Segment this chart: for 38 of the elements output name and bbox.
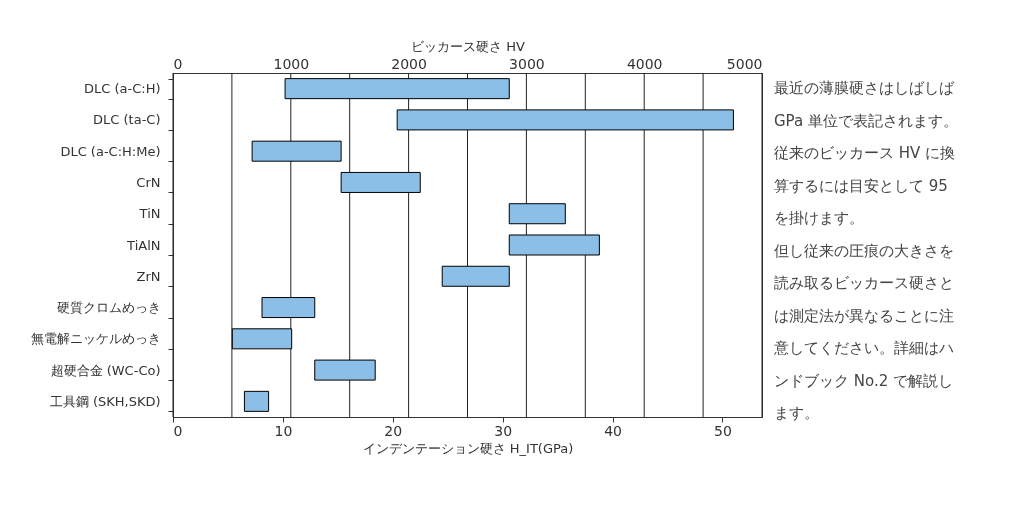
x2-tick-label: 1000 [273, 55, 310, 72]
bar [340, 171, 421, 193]
y-tick-label: CrN [136, 174, 161, 190]
x2-axis-title: ビッカース硬さ HV [411, 38, 525, 54]
y-tick-label: TiAlN [126, 237, 161, 253]
x-tick-label: 20 [384, 422, 403, 439]
x-tick-label: 10 [274, 422, 293, 439]
x2-tick-label: 5000 [726, 55, 763, 72]
bar [508, 234, 600, 256]
x-tick-label: 40 [604, 422, 622, 439]
y-tick-label: 無電解ニッケルめっき [30, 331, 161, 347]
bar [243, 390, 270, 412]
bar [231, 328, 293, 350]
x-axis-title: インデンテーション硬さ H_IT(GPa) [362, 440, 574, 456]
y-tick-label: TiN [138, 206, 161, 222]
bar [396, 109, 734, 131]
text: 最近の薄膜硬さはしばしばGPa 単位で表記されます。従来のビッカース HV に換算するには目安として 95を掛けます。 [774, 79, 958, 227]
x-tick-label: 30 [494, 422, 513, 439]
bar [261, 297, 316, 319]
x2-tick-label: 0 [173, 55, 183, 72]
text: 但し従来の圧痕の大きさを読み取るビッカース硬さとは測定法が異なることに注意してください。詳細はハンドブック No.2 で解説します。 [773, 241, 954, 422]
y-tick-label: 硬質クロムめっき [56, 300, 161, 316]
bar [508, 203, 566, 225]
y-tick-label: DLC (a-C:H:Me) [60, 143, 161, 159]
bar [314, 359, 376, 381]
y-tick-label: 超硬合金 (WC-Co) [50, 362, 161, 378]
bar [251, 140, 342, 162]
x-tick-label: 50 [714, 422, 732, 439]
x-tick-label: 0 [173, 422, 183, 439]
y-tick-label: DLC (ta-C) [93, 112, 161, 128]
bar [284, 78, 510, 100]
x2-tick-label: 3000 [509, 55, 545, 72]
y-tick-label: DLC (a-C:H) [84, 81, 161, 97]
y-tick-label: ZrN [136, 268, 161, 284]
x2-tick-label: 4000 [626, 55, 663, 72]
bar [441, 265, 510, 287]
x2-tick-label: 2000 [391, 55, 427, 72]
y-tick-label: 工具鋼 (SKH,SKD) [49, 393, 161, 409]
